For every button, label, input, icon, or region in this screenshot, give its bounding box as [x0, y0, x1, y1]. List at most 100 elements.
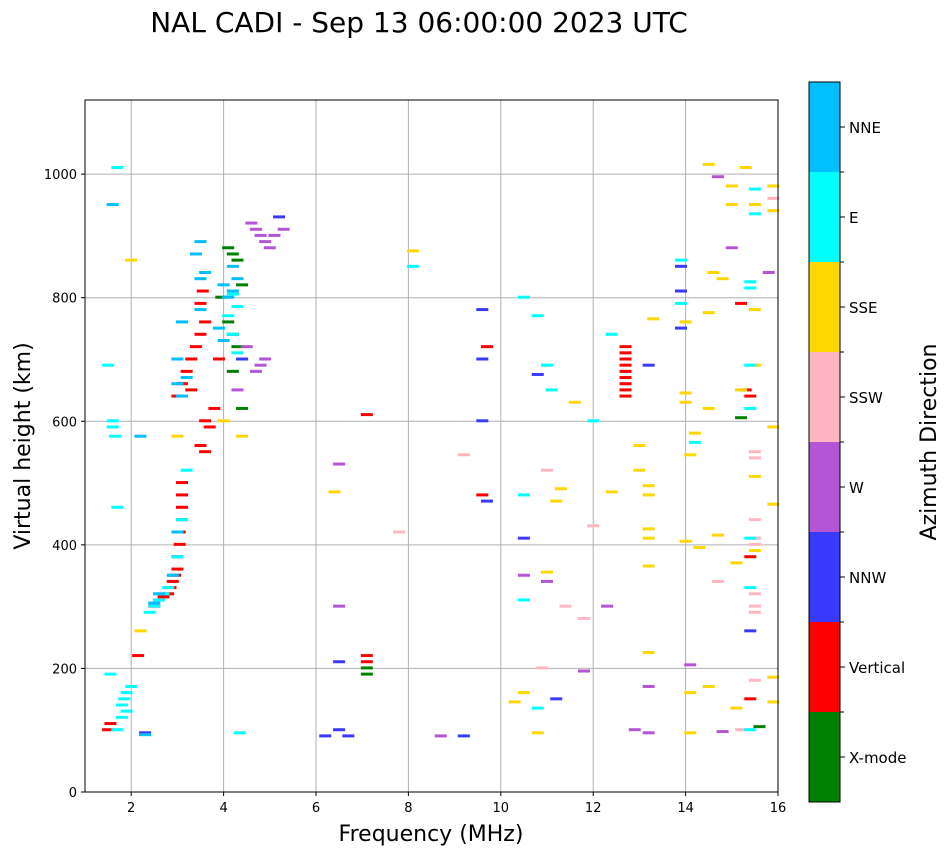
colorbar-label-nne: NNE	[849, 119, 881, 137]
point-vertical	[619, 369, 632, 373]
point-e	[106, 419, 119, 423]
point-ssw	[541, 468, 553, 472]
point-e	[744, 363, 757, 367]
point-w	[249, 227, 262, 231]
point-e	[517, 493, 530, 497]
point-vertical	[104, 722, 117, 726]
colorbar-segment-nnw	[809, 532, 840, 622]
point-w	[231, 388, 244, 392]
point-w	[333, 604, 346, 608]
point-sse	[541, 570, 553, 574]
point-x-mode	[236, 283, 249, 287]
point-nne	[189, 252, 202, 256]
point-sse	[748, 474, 761, 478]
point-nnw	[517, 536, 530, 540]
colorbar-frame	[808, 81, 841, 803]
point-e	[109, 434, 122, 438]
point-sse	[711, 533, 724, 537]
point-nne	[199, 271, 212, 274]
x-tick-label: 14	[677, 801, 694, 816]
point-w	[716, 730, 729, 734]
point-sse	[531, 731, 544, 735]
point-vertical	[619, 357, 632, 361]
point-nne	[194, 277, 207, 281]
y-tick-label: 800	[52, 292, 77, 307]
point-e	[222, 314, 235, 318]
point-w	[268, 233, 281, 237]
point-sse	[517, 691, 530, 695]
point-e	[102, 363, 115, 367]
point-w	[762, 271, 775, 274]
point-e	[226, 292, 239, 296]
point-nnw	[139, 731, 152, 735]
x-tick-label: 12	[585, 801, 602, 816]
point-w	[684, 663, 697, 667]
point-w	[277, 227, 290, 231]
point-e	[744, 280, 757, 284]
point-vertical	[171, 567, 184, 571]
point-e	[531, 314, 544, 318]
point-nnw	[457, 734, 470, 738]
point-nne	[171, 530, 184, 534]
y-tick-label: 0	[69, 786, 77, 801]
point-sse	[693, 545, 706, 549]
point-nnw	[674, 264, 687, 268]
point-e	[744, 728, 757, 732]
point-sse	[508, 700, 521, 704]
point-sse	[767, 502, 780, 506]
y-tick-label: 200	[52, 662, 77, 677]
point-sse	[134, 629, 147, 633]
point-w	[541, 579, 553, 583]
point-e	[407, 264, 420, 268]
point-e	[517, 598, 530, 602]
point-vertical	[157, 595, 170, 599]
point-e	[744, 586, 757, 590]
point-sse	[642, 527, 655, 531]
colorbar-label-vertical: Vertical	[849, 659, 905, 677]
colorbar-segment-w	[809, 442, 840, 532]
colorbar-segment-e	[809, 172, 840, 262]
point-vertical	[619, 351, 632, 355]
point-vertical	[619, 382, 632, 386]
point-e	[171, 555, 184, 559]
point-vertical	[212, 357, 225, 361]
point-nne	[222, 295, 235, 299]
point-sse	[739, 165, 752, 169]
point-sse	[684, 453, 697, 457]
point-w	[642, 731, 655, 735]
point-ssw	[748, 518, 761, 522]
point-w	[711, 175, 724, 179]
colorbar-label-sse: SSE	[849, 299, 878, 317]
point-sse	[767, 184, 780, 188]
point-e	[231, 304, 244, 308]
point-ssw	[748, 542, 761, 546]
point-ssw	[748, 610, 761, 614]
y-axis-ticks: 0 200 400 600 800 1000	[44, 168, 85, 801]
point-sse	[767, 209, 780, 213]
point-e	[587, 419, 600, 423]
point-nne	[176, 320, 189, 324]
point-e	[125, 684, 138, 688]
x-axis-ticks: 2 4 6 8 10 12 14 16	[127, 792, 786, 816]
point-ssw	[559, 604, 572, 608]
point-nnw	[236, 357, 249, 361]
point-e	[674, 258, 687, 262]
point-sse	[217, 419, 230, 423]
point-sse	[767, 675, 780, 679]
point-vertical	[176, 505, 189, 509]
point-sse	[684, 691, 697, 695]
point-w	[254, 233, 267, 237]
point-nnw	[273, 215, 286, 219]
point-nne	[217, 283, 230, 287]
point-w	[259, 240, 272, 244]
point-nne	[194, 308, 207, 312]
point-e	[176, 518, 189, 522]
colorbar-label-e: E	[849, 209, 858, 227]
point-w	[601, 604, 614, 608]
point-sse	[735, 388, 748, 392]
point-sse	[767, 700, 780, 704]
point-vertical	[173, 542, 186, 546]
chart-title: NAL CADI - Sep 13 06:00:00 2023 UTC	[150, 6, 688, 39]
point-vertical	[166, 579, 179, 583]
